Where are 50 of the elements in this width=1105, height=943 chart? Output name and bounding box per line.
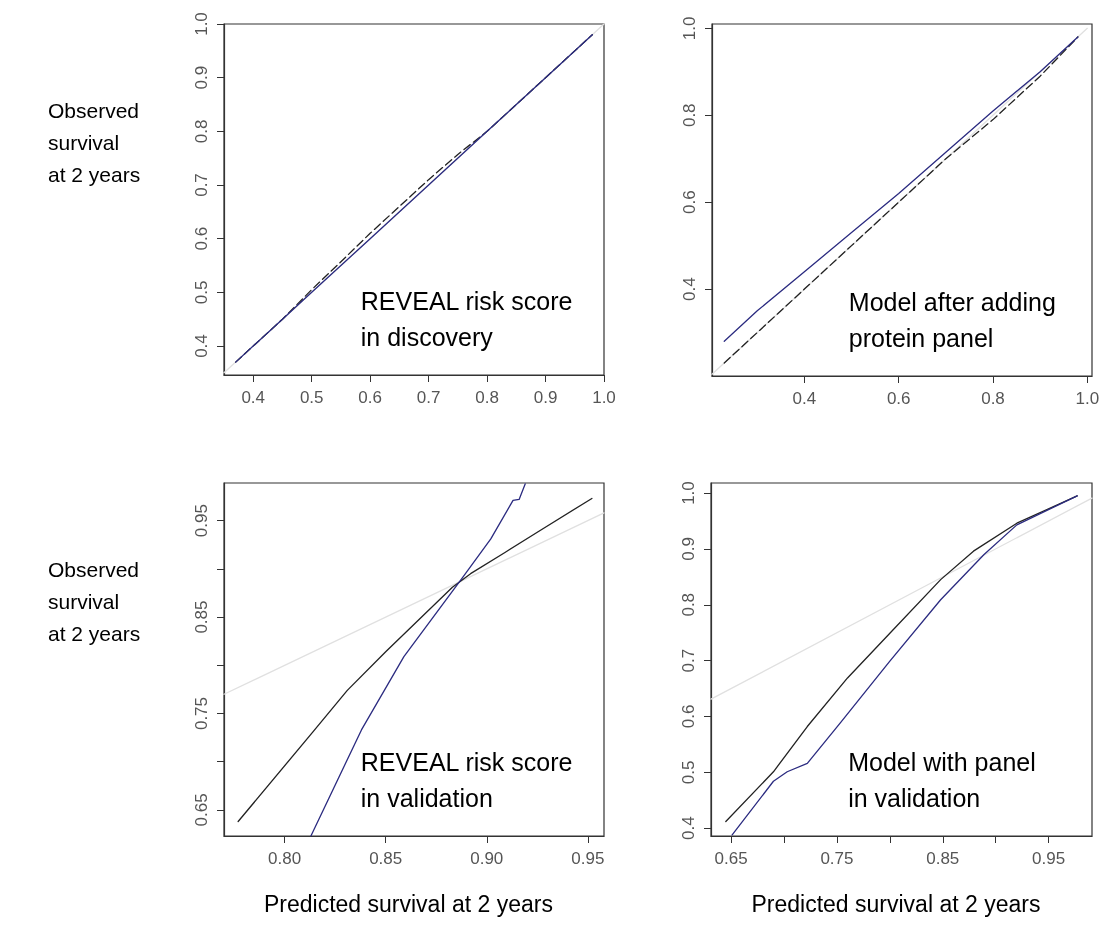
annotation: Model after adding protein panel bbox=[848, 288, 1056, 352]
x-tick-label: 0.80 bbox=[268, 849, 302, 868]
y-tick-label: 0.6 bbox=[192, 226, 211, 251]
y-tick-label: 0.8 bbox=[680, 103, 699, 128]
y-tick-label: 0.95 bbox=[192, 504, 211, 538]
x-tick-label: 0.9 bbox=[533, 388, 558, 407]
x-tick-label: 0.8 bbox=[475, 388, 499, 407]
y-tick-label: 0.4 bbox=[192, 334, 211, 358]
annotation: Model with panel in validation bbox=[848, 748, 1036, 812]
x-tick-label: 0.4 bbox=[241, 388, 266, 407]
y-tick-label: 0.65 bbox=[192, 793, 211, 827]
y-tick-label: 0.8 bbox=[679, 592, 698, 617]
y-tick-label: 0.5 bbox=[192, 280, 211, 305]
y-tick-label: 0.9 bbox=[679, 537, 698, 561]
x-tick-label: 0.65 bbox=[714, 849, 748, 868]
y-tick-label: 0.5 bbox=[679, 760, 698, 785]
y-tick-label: 0.6 bbox=[680, 190, 699, 214]
y-tick-label: 0.9 bbox=[192, 65, 211, 90]
y-tick-label: 0.75 bbox=[192, 696, 211, 731]
x-tick-label: 0.95 bbox=[1032, 849, 1066, 868]
y-tick-label: 1.0 bbox=[679, 481, 698, 505]
y-tick-label: 0.7 bbox=[192, 173, 211, 197]
y-tick-label: 0.8 bbox=[192, 119, 211, 144]
y-tick-label: 0.6 bbox=[679, 704, 698, 729]
y-tick-label: 0.85 bbox=[192, 600, 211, 634]
x-tick-label: 0.90 bbox=[470, 849, 504, 868]
y-tick-label: 1.0 bbox=[680, 16, 699, 41]
y-tick-label: 1.0 bbox=[192, 12, 211, 36]
x-tick-label: 1.0 bbox=[592, 388, 616, 407]
annotation: REVEAL risk score in discovery bbox=[360, 287, 573, 351]
x-tick-label: 0.5 bbox=[299, 388, 324, 407]
y-tick-label: 0.7 bbox=[679, 648, 698, 673]
x-tick-label: 0.7 bbox=[416, 388, 441, 407]
x-tick-label: 1.0 bbox=[1075, 389, 1100, 408]
x-tick-label: 0.6 bbox=[358, 388, 382, 407]
x-tick-label: 0.75 bbox=[820, 849, 854, 868]
x-tick-label: 0.6 bbox=[886, 389, 911, 408]
x-axis-title: Predicted survival at 2 years bbox=[751, 890, 1041, 917]
x-tick-label: 0.95 bbox=[571, 849, 605, 868]
x-tick-label: 0.85 bbox=[369, 849, 403, 868]
y-axis-title: Observed survival at 2 years bbox=[48, 98, 141, 186]
y-tick-label: 0.4 bbox=[679, 816, 698, 840]
y-tick-label: 0.4 bbox=[680, 277, 699, 301]
x-tick-label: 0.4 bbox=[792, 389, 817, 408]
x-axis-title: Predicted survival at 2 years bbox=[264, 890, 553, 917]
x-tick-label: 0.8 bbox=[981, 389, 1005, 408]
annotation: REVEAL risk score in validation bbox=[360, 748, 573, 812]
line-series bbox=[237, 497, 593, 823]
x-tick-label: 0.85 bbox=[926, 849, 960, 868]
y-axis-title: Observed survival at 2 years bbox=[48, 558, 141, 646]
